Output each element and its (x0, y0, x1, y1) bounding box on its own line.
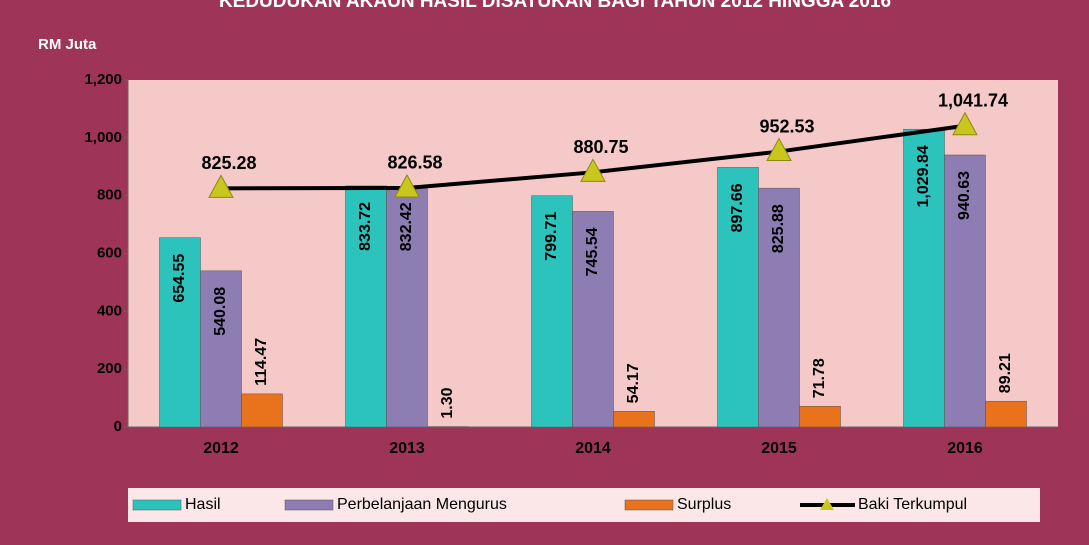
data-label: 1,029.84 (915, 145, 932, 207)
data-label: 826.58 (387, 153, 442, 173)
x-tick-label: 2016 (947, 440, 983, 457)
data-label: 940.63 (956, 171, 973, 220)
y-tick-label: 0 (114, 418, 122, 435)
data-label: 654.55 (171, 254, 188, 303)
chart-title: KEDUDUKAN AKAUN HASIL DISATUKAN BAGI TAH… (219, 0, 891, 12)
y-tick-label: 1,200 (84, 71, 122, 88)
data-label: 1.30 (439, 387, 456, 418)
bar (944, 154, 986, 428)
data-label: 71.78 (811, 358, 828, 398)
legend-swatch (132, 499, 182, 511)
legend-label: Perbelanjaan Mengurus (337, 496, 507, 513)
y-tick-label: 1,000 (84, 129, 122, 146)
data-label: 540.08 (212, 287, 229, 336)
marker (952, 111, 978, 136)
x-tick-label: 2012 (203, 440, 239, 457)
bar (799, 405, 841, 428)
x-tick-label: 2014 (575, 440, 611, 457)
data-label: 54.17 (625, 363, 642, 403)
bar (200, 270, 242, 428)
data-label: 745.54 (584, 227, 601, 276)
legend-label: Baki Terkumpul (858, 496, 967, 513)
data-label: 833.72 (357, 202, 374, 251)
data-label: 825.28 (201, 153, 256, 173)
legend-swatch (624, 499, 674, 511)
data-label: 799.71 (543, 212, 560, 261)
y-tick-label: 800 (97, 187, 122, 204)
y-tick-label: 400 (97, 302, 122, 319)
legend (128, 488, 1040, 522)
bar (758, 187, 800, 428)
marker (394, 173, 420, 198)
x-tick-label: 2015 (761, 440, 797, 457)
data-label: 897.66 (729, 183, 746, 232)
data-label: 89.21 (997, 353, 1014, 393)
data-label: 1,041.74 (938, 91, 1008, 111)
data-label: 114.47 (253, 338, 270, 386)
x-tick-label: 2013 (389, 440, 425, 457)
bar (572, 211, 614, 428)
y-tick-label: 600 (97, 244, 122, 261)
marker (580, 158, 606, 182)
data-label: 880.75 (573, 137, 628, 157)
y-axis-label: RM Juta (38, 36, 97, 53)
bar (386, 186, 428, 428)
legend-label: Surplus (677, 496, 731, 513)
legend-label: Hasil (185, 496, 221, 513)
legend-swatch (284, 499, 334, 511)
bar (159, 237, 201, 428)
marker (208, 174, 234, 198)
bar (241, 393, 283, 428)
data-label: 825.88 (770, 204, 787, 253)
bar (985, 400, 1027, 428)
data-label: 832.42 (398, 202, 415, 251)
bar (345, 185, 387, 428)
marker (766, 137, 792, 162)
legend-marker (820, 498, 834, 510)
bar (717, 167, 759, 428)
bar (531, 195, 573, 428)
data-label: 952.53 (759, 116, 814, 136)
y-tick-label: 200 (97, 360, 122, 377)
bar (613, 411, 655, 428)
